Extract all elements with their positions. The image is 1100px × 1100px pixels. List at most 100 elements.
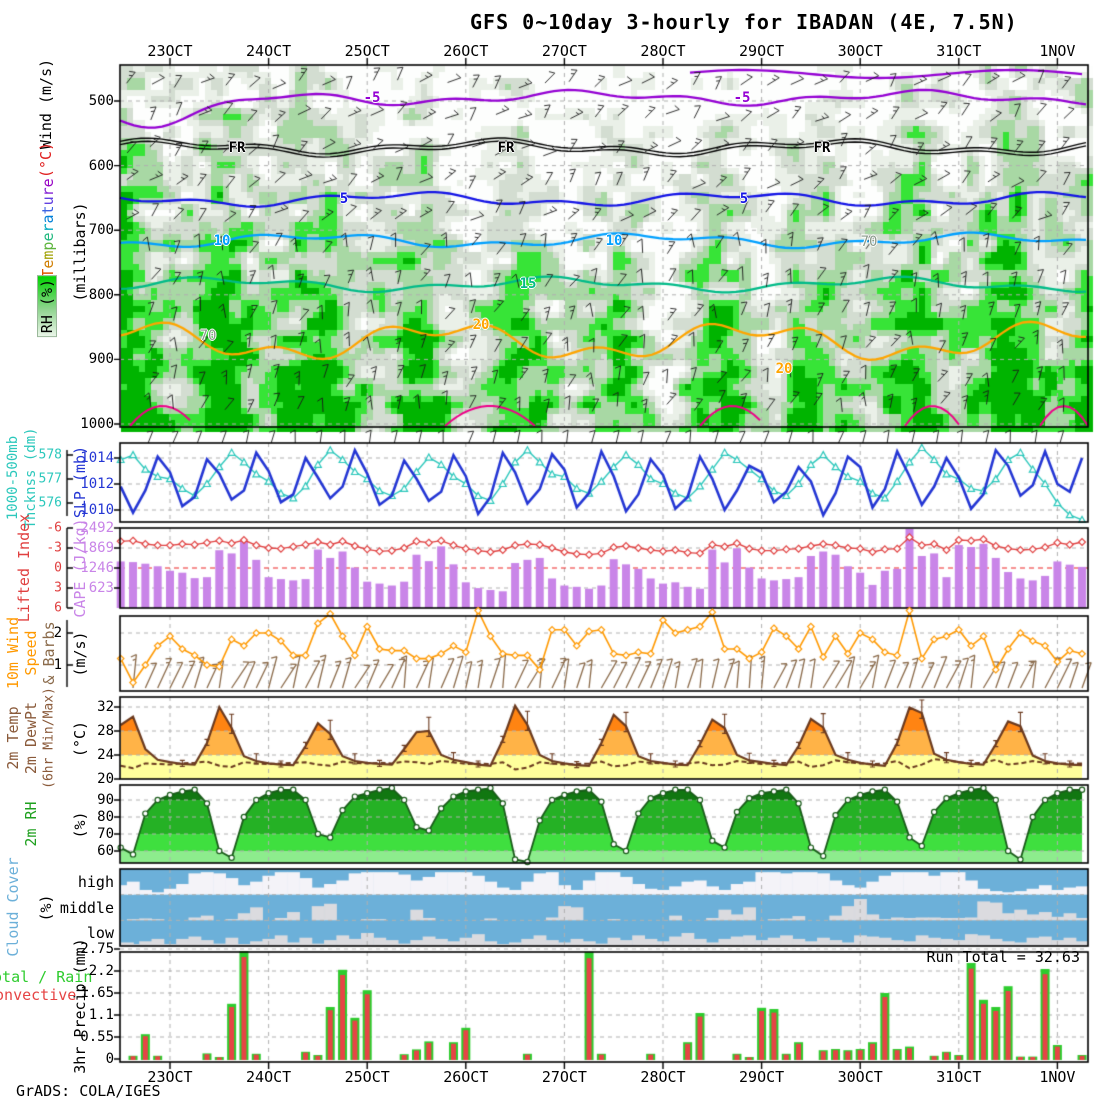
precip-tick-label: 2.2 <box>88 963 114 979</box>
axis-day-label-bottom: 23OCT <box>147 1068 193 1086</box>
slp-tick-label: 1010 <box>80 502 114 518</box>
rh2m-unit-label: (%) <box>71 811 89 839</box>
wind10m-unit-label: (m/s) <box>71 631 89 677</box>
temperature-letter: m <box>39 250 57 260</box>
thickness-label-1: 1000-500mb <box>5 435 21 521</box>
chart-title: GFS 0~10day 3-hourly for IBADAN (4E, 7.5… <box>470 10 1018 34</box>
axis-day-label-bottom: 30OCT <box>837 1068 883 1086</box>
rh-tick-label: 90 <box>97 792 114 808</box>
contour-label--5: -5 <box>733 89 751 106</box>
cape-tick-label: 1246 <box>80 560 114 576</box>
contour-label-FR: FR <box>497 139 515 156</box>
temperature-letter: t <box>39 205 57 215</box>
pressure-tick-label: 900 <box>88 351 114 368</box>
rh-tick-label: 80 <box>97 809 114 825</box>
run-total-label: Run Total = 32.63 <box>926 948 1080 966</box>
axis-day-label-bottom: 24OCT <box>246 1068 292 1086</box>
lifted-index-tick-label: 6 <box>54 600 62 616</box>
temp2m-label: 2m Temp <box>4 706 22 770</box>
contour-label--5: -5 <box>363 89 381 106</box>
axis-day-label-top: 23OCT <box>147 42 193 60</box>
cloud-cover-label: Cloud Cover <box>4 857 22 957</box>
temperature-letter: u <box>39 196 57 206</box>
pressure-tick-label: 1000 <box>80 416 114 432</box>
grads-credit: GrADS: COLA/IGES <box>16 1082 161 1100</box>
minmax-label: (6hr Min/Max) <box>41 687 57 789</box>
precip-tick-label: 0 <box>105 1051 114 1067</box>
axis-day-label-bottom: 1NOV <box>1039 1068 1076 1086</box>
contour-label-5: 5 <box>339 191 349 208</box>
cloud-row-label: high <box>77 872 114 891</box>
axis-day-label-top: 25OCT <box>344 42 390 60</box>
rh-contour-label: 70 <box>199 328 217 344</box>
contour-label-5: 5 <box>739 191 749 208</box>
slp-tick-label: 1012 <box>80 476 114 492</box>
thickness-tick-label: 578 <box>38 447 62 463</box>
thickness-tick-label: 577 <box>38 471 62 487</box>
temp-tick-label: 32 <box>97 699 114 715</box>
axis-day-label-top: 31OCT <box>936 42 982 60</box>
axis-day-label-bottom: 28OCT <box>640 1068 686 1086</box>
temp-unit-label: (°C) <box>37 141 55 179</box>
rh2m-label: 2m RH <box>22 801 40 847</box>
cloud-row-label: low <box>86 924 114 943</box>
pressure-tick-label: 800 <box>88 286 114 303</box>
temperature-letter: r <box>39 223 57 233</box>
temp-tick-label: 28 <box>97 723 114 739</box>
lifted-index-tick-label: -3 <box>46 540 62 556</box>
temperature-letter: p <box>39 241 57 251</box>
axis-day-label-bottom: 29OCT <box>739 1068 785 1086</box>
cape-tick-label: 1869 <box>80 540 114 556</box>
lifted-index-label: Lifted Index <box>15 513 33 623</box>
cloud-unit-label: (%) <box>37 894 55 922</box>
temp-tick-label: 24 <box>97 747 114 763</box>
precip-tick-label: 1.65 <box>80 985 114 1001</box>
pressure-tick-label: 600 <box>88 157 114 174</box>
temp-tick-label: 20 <box>97 771 114 787</box>
rh-axis-label: RH (%) <box>37 274 57 338</box>
lifted-index-tick-label: -6 <box>46 520 62 536</box>
axis-day-label-bottom: 31OCT <box>936 1068 982 1086</box>
axis-day-label-bottom: 25OCT <box>344 1068 390 1086</box>
precip-tick-label: 2.75 <box>80 941 114 957</box>
axis-day-label-top: 30OCT <box>837 42 883 60</box>
cloud-row-label: middle <box>59 898 114 917</box>
temp2m-unit-label: (°C) <box>71 720 89 758</box>
axis-day-label-top: 1NOV <box>1039 42 1076 60</box>
precip-tick-label: 0.55 <box>80 1029 114 1045</box>
contour-label-10: 10 <box>605 232 623 249</box>
rh-tick-label: 70 <box>97 826 114 842</box>
contour-label-FR: FR <box>813 139 831 156</box>
contour-label-10: 10 <box>213 232 231 249</box>
axis-day-label-top: 26OCT <box>443 42 489 60</box>
wind-speed-tick-label: 2 <box>53 625 62 641</box>
slp-tick-label: 1014 <box>80 450 114 466</box>
contour-label-FR: FR <box>228 139 246 156</box>
pressure-axis-label: (millibars) <box>71 202 89 302</box>
axis-day-label-top: 27OCT <box>541 42 587 60</box>
lifted-index-tick-label: 3 <box>54 580 62 596</box>
precip-conv-legend: Convective <box>0 986 77 1004</box>
precip-total-legend: Total / Rain <box>0 968 93 986</box>
precip-axis-label: 3hr Precip (mm) <box>71 938 89 1074</box>
axis-day-label-bottom: 26OCT <box>443 1068 489 1086</box>
contour-label-20: 20 <box>775 361 793 378</box>
temperature-letter: a <box>39 214 57 224</box>
thickness-tick-label: 576 <box>38 495 62 511</box>
lifted-index-tick-label: 0 <box>54 560 62 576</box>
rh-tick-label: 60 <box>97 843 114 859</box>
precip-tick-label: 1.1 <box>88 1007 114 1023</box>
cape-tick-label: 2492 <box>80 520 114 536</box>
dewpt2m-label: 2m DewPt <box>22 701 40 775</box>
pressure-tick-label: 700 <box>88 222 114 239</box>
wind-axis-label: Wind (m/s) <box>37 58 55 150</box>
pressure-tick-label: 500 <box>88 93 114 109</box>
contour-label-20: 20 <box>472 317 490 334</box>
axis-day-label-top: 29OCT <box>739 42 785 60</box>
wind10m-label-1: 10m Wind <box>4 616 22 690</box>
temperature-axis-label: Temperature <box>39 178 57 277</box>
wind-speed-tick-label: 1 <box>53 657 62 673</box>
axis-day-label-top: 28OCT <box>640 42 686 60</box>
